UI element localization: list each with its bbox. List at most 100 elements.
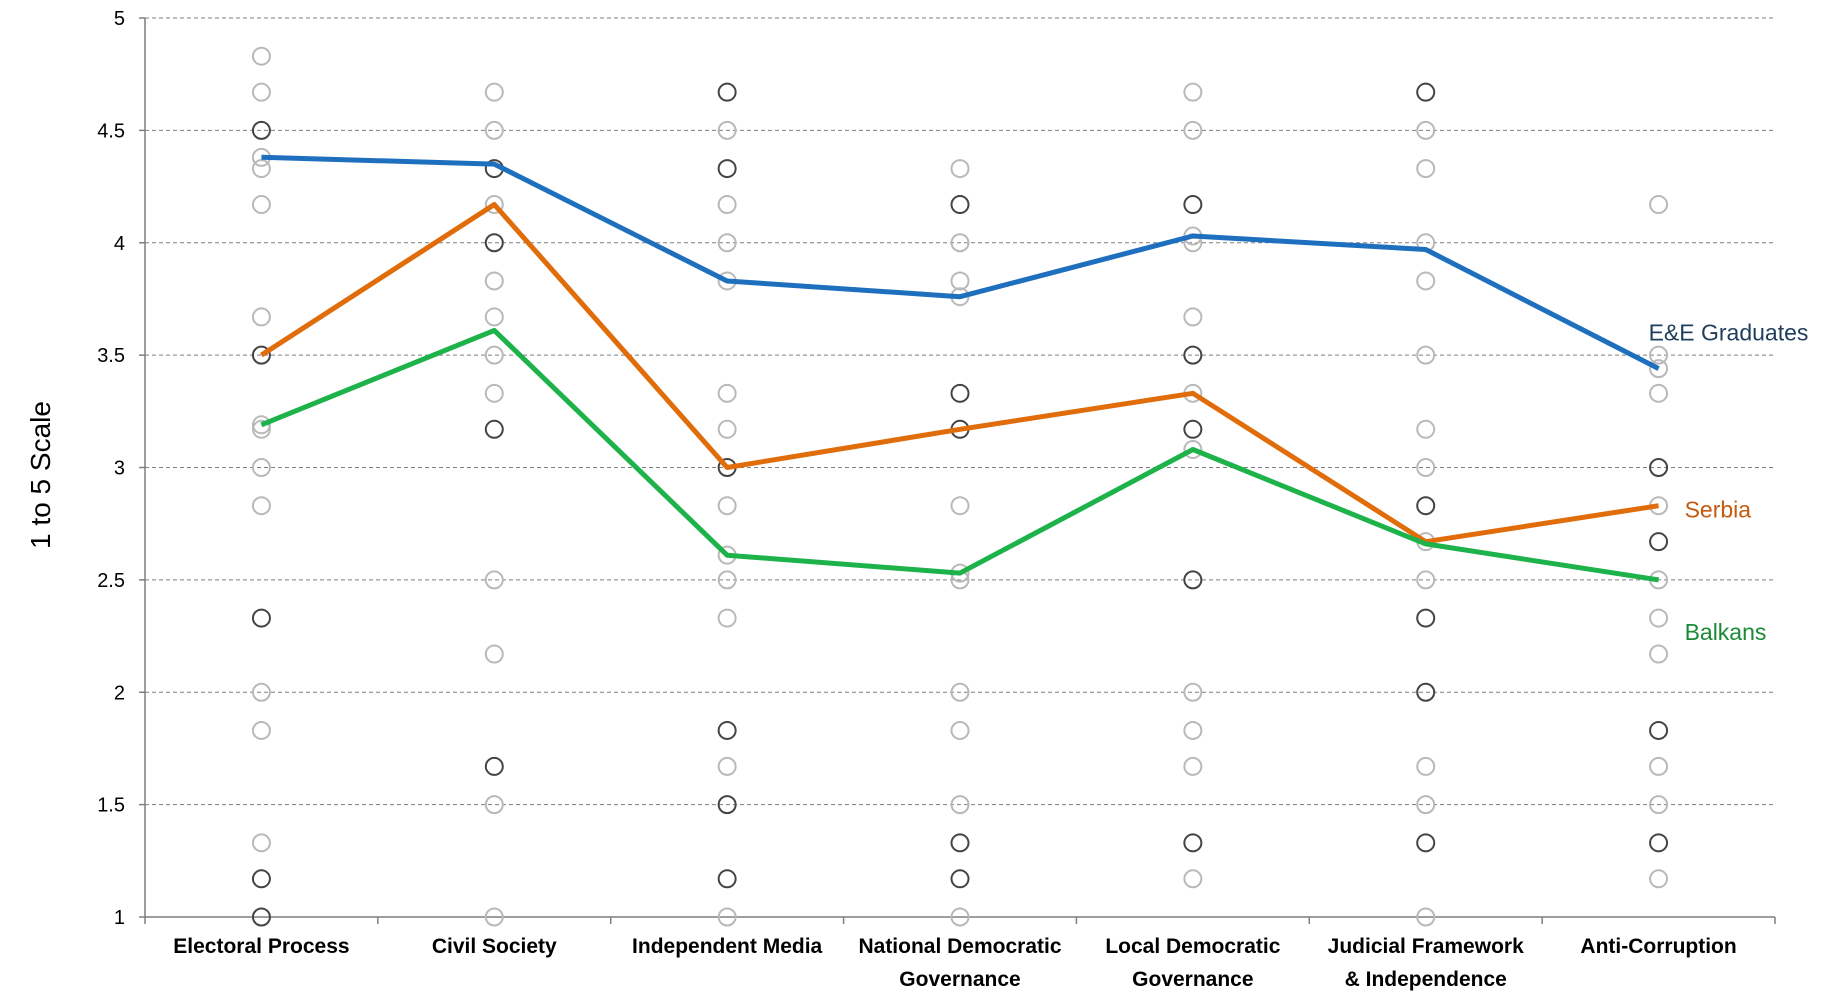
y-tick-label: 4: [114, 233, 125, 255]
series-label: Balkans: [1685, 619, 1767, 645]
country-marker-dark: [251, 869, 271, 889]
country-marker-light: [484, 570, 504, 590]
country-marker-dark: [950, 869, 970, 889]
country-marker-dark: [717, 720, 737, 740]
country-marker-light: [1183, 120, 1203, 140]
country-marker-light: [484, 120, 504, 140]
x-category-label: Civil Society: [432, 935, 557, 958]
country-marker-dark: [484, 756, 504, 776]
country-marker-light: [1649, 608, 1669, 628]
country-marker-light: [1416, 120, 1436, 140]
country-marker-light: [717, 195, 737, 215]
country-marker-light: [484, 345, 504, 365]
country-marker-light: [950, 720, 970, 740]
country-marker-light: [484, 644, 504, 664]
country-marker-light: [251, 82, 271, 102]
axes: [139, 17, 1776, 924]
country-marker-light: [484, 307, 504, 327]
country-marker-light: [251, 682, 271, 702]
country-marker-light: [1649, 383, 1669, 403]
gridlines: [145, 17, 1775, 806]
country-marker-light: [1649, 644, 1669, 664]
y-tick-label: 1: [114, 907, 125, 929]
country-marker-light: [484, 271, 504, 291]
country-marker-light: [717, 756, 737, 776]
country-marker-dark: [717, 82, 737, 102]
country-marker-dark: [251, 907, 271, 927]
country-marker-dark: [950, 833, 970, 853]
country-marker-dark: [717, 159, 737, 179]
x-category-label: National Democratic Governance: [858, 935, 1061, 991]
x-category-label: Independent Media: [632, 935, 823, 958]
country-marker-dark: [1649, 720, 1669, 740]
country-marker-light: [251, 46, 271, 66]
country-marker-light: [717, 496, 737, 516]
country-marker-light: [251, 720, 271, 740]
country-marker-light: [251, 195, 271, 215]
country-marker-light: [1416, 419, 1436, 439]
country-marker-dark: [1416, 833, 1436, 853]
x-category-label: Anti-Corruption: [1580, 935, 1736, 958]
country-marker-light: [1183, 756, 1203, 776]
x-category-label: Judicial Framework & Independence: [1328, 935, 1524, 991]
country-marker-dark: [1416, 608, 1436, 628]
y-tick-label: 3.5: [97, 345, 125, 367]
country-marker-light: [484, 907, 504, 927]
country-marker-light: [251, 415, 271, 435]
country-marker-light: [950, 496, 970, 516]
country-marker-light: [717, 608, 737, 628]
country-marker-light: [950, 233, 970, 253]
x-category-label-line: Anti-Corruption: [1580, 935, 1736, 958]
country-marker-dark: [950, 383, 970, 403]
x-category-labels: Electoral Process Civil Society Independen…: [173, 935, 1736, 991]
country-marker-dark: [1649, 532, 1669, 552]
country-marker-light: [484, 195, 504, 215]
country-marker-dark: [1416, 682, 1436, 702]
country-marker-light: [1416, 907, 1436, 927]
country-score-markers: [251, 46, 1669, 927]
country-marker-dark: [251, 345, 271, 365]
country-marker-dark: [717, 795, 737, 815]
country-marker-light: [717, 570, 737, 590]
x-category-label-line: Electoral Process: [173, 935, 349, 958]
country-marker-dark: [484, 233, 504, 253]
country-marker-light: [717, 233, 737, 253]
country-marker-light: [1416, 756, 1436, 776]
series-line: [260, 202, 1659, 545]
country-marker-light: [251, 833, 271, 853]
x-category-label-line: Judicial Framework: [1328, 935, 1524, 958]
x-category-label-line: Governance: [1132, 968, 1253, 991]
country-marker-light: [1183, 682, 1203, 702]
country-marker-dark: [484, 419, 504, 439]
country-marker-light: [1649, 345, 1669, 365]
series-line: [260, 327, 1659, 583]
country-marker-dark: [1183, 195, 1203, 215]
country-marker-light: [1183, 720, 1203, 740]
country-marker-light: [1649, 756, 1669, 776]
country-marker-light: [1649, 795, 1669, 815]
country-marker-dark: [1649, 833, 1669, 853]
country-marker-light: [251, 159, 271, 179]
series-lines: [260, 154, 1660, 583]
country-marker-dark: [1416, 82, 1436, 102]
x-category-label-line: National Democratic: [858, 935, 1061, 958]
y-tick-label: 5: [114, 8, 125, 30]
country-marker-light: [950, 159, 970, 179]
y-tick-label: 1.5: [97, 795, 125, 817]
country-marker-light: [251, 496, 271, 516]
country-marker-light: [484, 82, 504, 102]
x-category-label-line: Independent Media: [632, 935, 823, 958]
x-category-label: Local Democratic Governance: [1105, 935, 1280, 991]
country-marker-dark: [1183, 833, 1203, 853]
y-tick-label: 2: [114, 682, 125, 704]
series-label: E&E Graduates: [1649, 320, 1809, 346]
country-marker-light: [1649, 359, 1669, 379]
country-marker-light: [251, 419, 271, 439]
country-marker-light: [950, 907, 970, 927]
series-label: Serbia: [1685, 497, 1752, 523]
country-marker-light: [1649, 195, 1669, 215]
country-marker-light: [1183, 440, 1203, 460]
country-marker-light: [1183, 869, 1203, 889]
